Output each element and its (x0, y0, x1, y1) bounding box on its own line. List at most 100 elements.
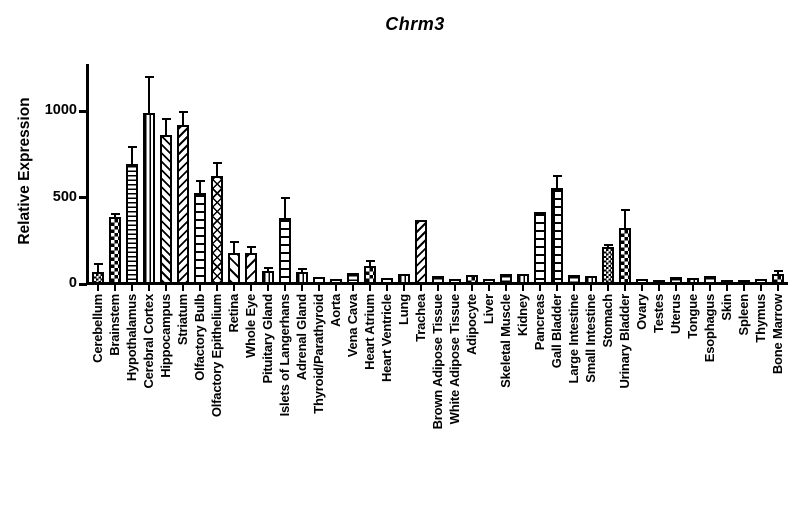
x-tick-mark (420, 285, 422, 291)
bar-islets-of-langerhans (279, 217, 291, 284)
error-bar-stem (777, 270, 779, 275)
x-label-bone-marrow: Bone Marrow (770, 294, 785, 375)
error-bar-stem (199, 180, 201, 193)
x-tick-mark (216, 285, 218, 291)
error-bar-stem (182, 111, 184, 126)
x-label-tongue: Tongue (685, 294, 700, 339)
bar-adipocyte (466, 275, 478, 284)
x-tick-mark (641, 285, 643, 291)
x-tick-mark (318, 285, 320, 291)
bar-pancreas (534, 211, 546, 284)
bar-lung (398, 274, 410, 284)
x-label-skeletal-muscle: Skeletal Muscle (498, 294, 513, 388)
bar-tongue (687, 277, 699, 284)
x-tick-mark (471, 285, 473, 291)
y-tick-label: 500 (52, 188, 77, 205)
bar-urinary-bladder (619, 228, 631, 284)
error-bar-cap (110, 212, 120, 215)
bar-whole-eye (245, 253, 257, 284)
bar-heart-ventricle (381, 277, 393, 284)
bar-thymus (755, 279, 767, 284)
bar-hypothalamus (126, 164, 138, 284)
x-tick-mark (148, 285, 150, 291)
bar-hippocampus (160, 134, 172, 284)
x-tick-mark (454, 285, 456, 291)
x-tick-mark (284, 285, 286, 291)
bar-large-intestine (568, 275, 580, 284)
x-tick-mark (301, 285, 303, 291)
x-label-aorta: Aorta (328, 294, 343, 327)
error-bar-cap (127, 146, 137, 149)
x-label-heart-atrium: Heart Atrium (362, 294, 377, 370)
error-bar-cap (552, 175, 562, 178)
bar-stomach (602, 247, 614, 284)
x-label-cerebral-cortex: Cerebral Cortex (141, 294, 156, 389)
bar-ovary (636, 279, 648, 284)
x-label-liver: Liver (481, 294, 496, 325)
x-label-vena-cava: Vena Cava (345, 294, 360, 358)
error-bar-cap (280, 197, 290, 200)
x-label-retina: Retina (226, 294, 241, 333)
x-label-uterus: Uterus (668, 294, 683, 334)
bar-spleen (738, 280, 750, 284)
bar-esophagus (704, 276, 716, 284)
x-tick-mark (403, 285, 405, 291)
x-tick-mark (505, 285, 507, 291)
x-tick-mark (267, 285, 269, 291)
y-tick-label: 0 (68, 275, 77, 291)
error-bar-stem (216, 163, 218, 176)
bar-olfactory-epithelium (211, 175, 223, 284)
bar-olfactory-bulb (194, 192, 206, 284)
x-label-lung: Lung (396, 294, 411, 325)
x-label-cerebellum: Cerebellum (90, 294, 105, 363)
bar-retina (228, 252, 240, 284)
bar-thyroid-parathyroid (313, 276, 325, 284)
x-tick-mark (624, 285, 626, 291)
error-bar-cap (365, 260, 375, 263)
bar-brown-adipose-tissue (432, 275, 444, 284)
x-tick-mark (352, 285, 354, 291)
error-bar-stem (131, 147, 133, 165)
x-tick-mark (590, 285, 592, 291)
x-label-hypothalamus: Hypothalamus (124, 294, 139, 382)
error-bar-cap (620, 209, 630, 212)
y-tick-mark (79, 196, 87, 199)
error-bar-stem (165, 118, 167, 135)
error-bar-stem (267, 268, 269, 271)
error-bar-stem (250, 246, 252, 254)
x-tick-mark (709, 285, 711, 291)
x-tick-mark (743, 285, 745, 291)
x-tick-mark (573, 285, 575, 291)
bar-adrenal-gland (296, 271, 308, 284)
x-label-small-intestine: Small Intestine (583, 294, 598, 383)
error-bar-stem (97, 263, 99, 273)
x-tick-mark (199, 285, 201, 291)
error-bar-stem (114, 213, 116, 218)
error-bar-cap (178, 110, 188, 113)
bar-kidney (517, 274, 529, 284)
bar-aorta (330, 278, 342, 284)
x-label-ovary: Ovary (634, 294, 649, 330)
error-bar-stem (556, 176, 558, 188)
bar-testes (653, 280, 665, 284)
bar-gall-bladder (551, 187, 563, 284)
x-label-skin: Skin (719, 294, 734, 321)
error-bar-cap (161, 117, 171, 120)
x-tick-mark (658, 285, 660, 291)
bar-trachea (415, 219, 427, 284)
y-axis-label: Relative Expression (16, 97, 33, 245)
x-tick-mark (539, 285, 541, 291)
error-bar-cap (773, 269, 783, 272)
x-tick-mark (692, 285, 694, 291)
bar-heart-atrium (364, 266, 376, 284)
x-label-hippocampus: Hippocampus (158, 294, 173, 378)
x-tick-mark (369, 285, 371, 291)
x-tick-mark (131, 285, 133, 291)
x-label-trachea: Trachea (413, 294, 428, 342)
bar-bone-marrow (772, 274, 784, 284)
error-bar-stem (369, 261, 371, 267)
bar-brainstem (109, 217, 121, 284)
bar-uterus (670, 277, 682, 284)
x-label-thyroid-parathyroid: Thyroid/Parathyroid (311, 294, 326, 414)
y-tick-mark (79, 109, 87, 113)
